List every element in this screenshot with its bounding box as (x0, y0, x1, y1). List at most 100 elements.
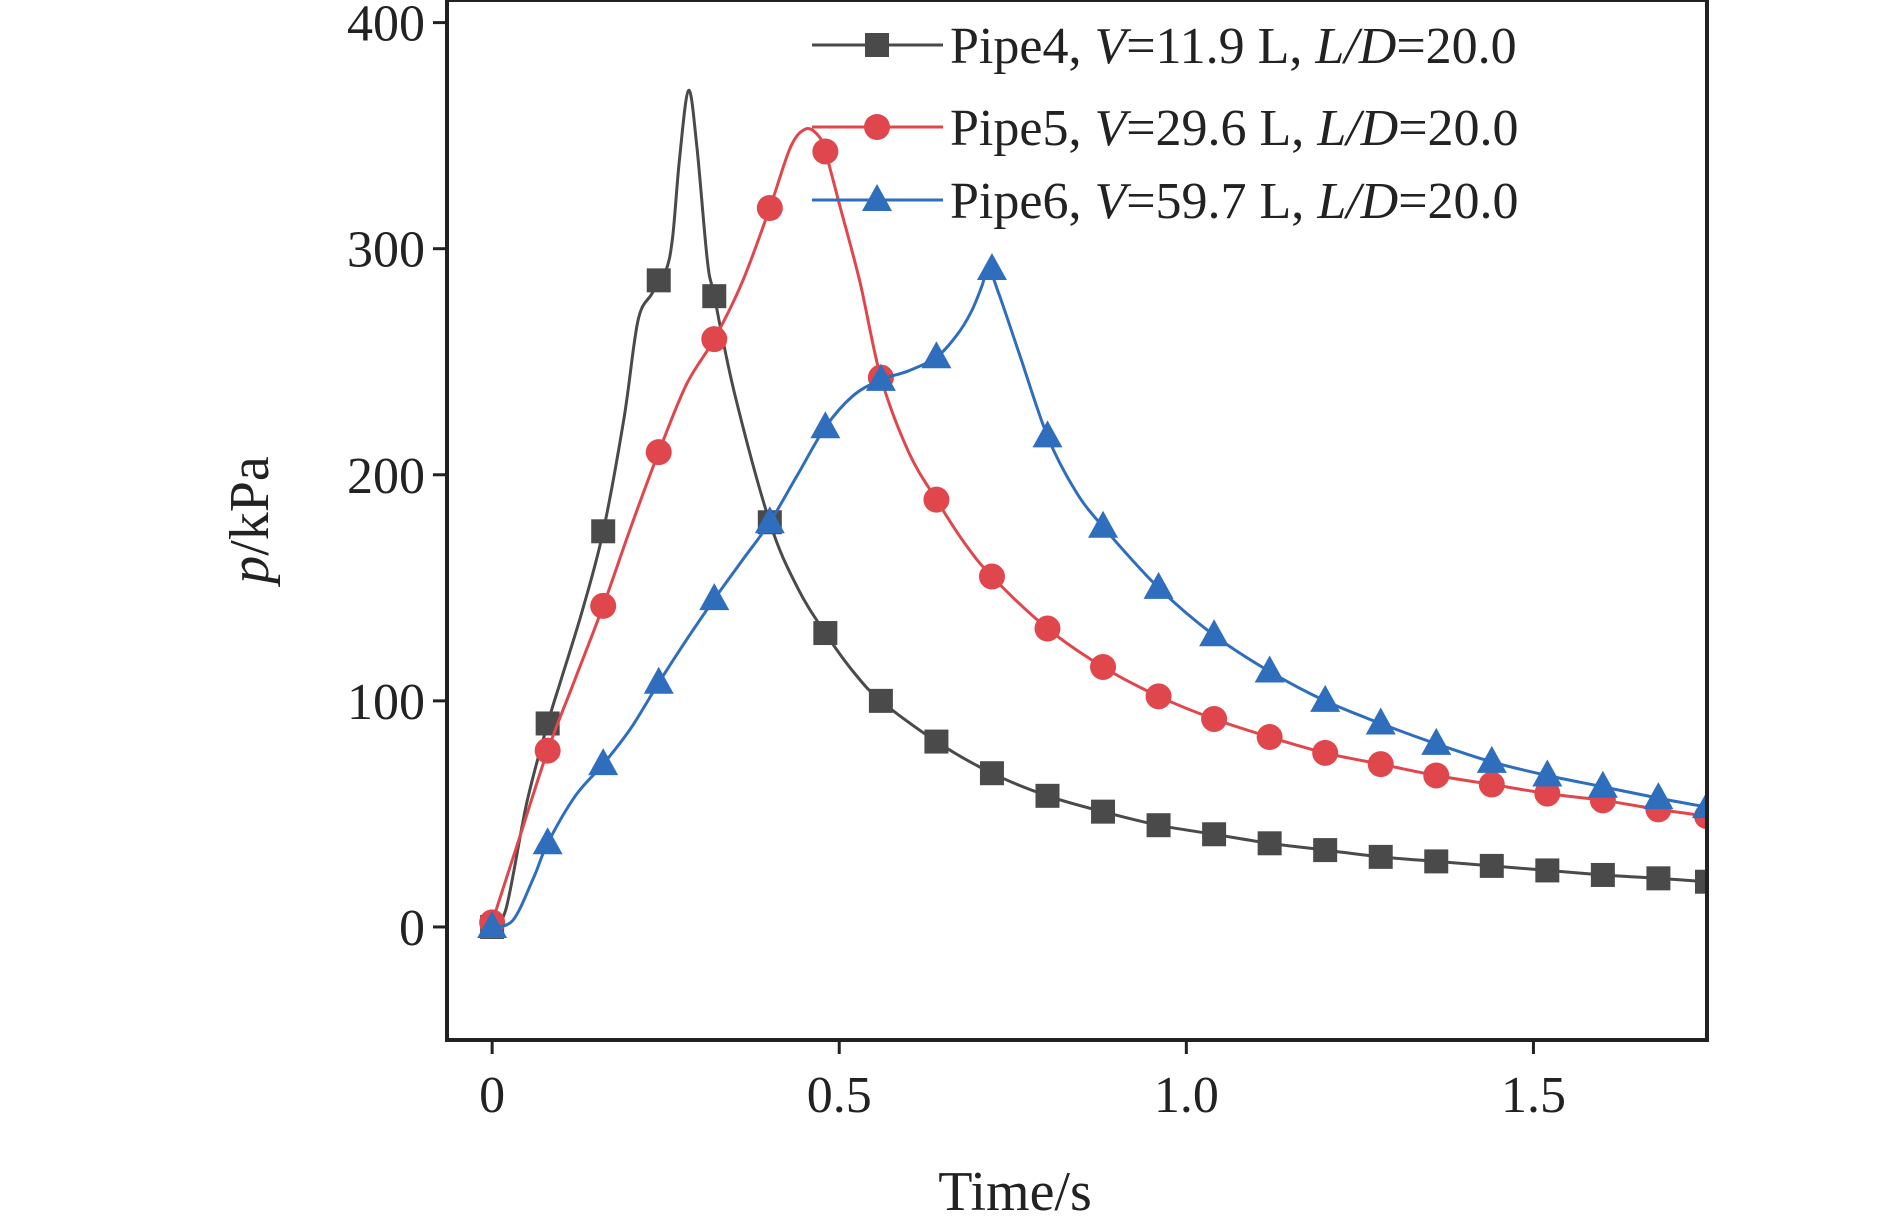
data-point (1256, 724, 1283, 751)
legend-text-part: Pipe5, (950, 100, 1094, 157)
legend-text-part: V (1094, 18, 1131, 75)
data-point (923, 486, 950, 513)
data-point (1032, 420, 1063, 448)
data-point (1034, 615, 1061, 642)
data-point (921, 341, 952, 369)
data-point (643, 666, 674, 694)
x-tick-label: 1.5 (1501, 1067, 1566, 1124)
legend-text-part: Pipe4, (950, 18, 1094, 75)
y-tick-label: 100 (347, 674, 425, 731)
data-point (1143, 571, 1174, 599)
data-point (646, 268, 671, 293)
data-point (1254, 655, 1285, 683)
legend-text-part: =59.7 L, (1126, 173, 1317, 230)
data-point (1091, 799, 1116, 824)
y-tick-label: 200 (347, 448, 425, 505)
legend-entry: Pipe4, V=11.9 L, L/D=20.0 (950, 18, 1517, 75)
data-point (1368, 844, 1393, 869)
data-point (534, 737, 561, 764)
data-point (1476, 745, 1507, 773)
data-point (756, 195, 783, 221)
data-point (1310, 684, 1341, 712)
legend-marker (865, 33, 889, 57)
data-point (1646, 866, 1671, 891)
data-point (1479, 853, 1504, 878)
data-point (1145, 683, 1172, 710)
data-point (979, 761, 1004, 786)
y-tick-label: 400 (347, 0, 425, 53)
data-point (590, 592, 617, 619)
x-axis-title: Time/s (938, 1161, 1092, 1221)
series-layer (477, 88, 1707, 939)
data-point (1535, 858, 1560, 883)
data-point (1088, 510, 1119, 538)
data-point (588, 748, 619, 776)
data-point (924, 729, 949, 754)
data-point (1421, 727, 1452, 755)
legend-text-part: =20.0 (1398, 100, 1518, 157)
data-point (699, 583, 730, 611)
data-point (812, 138, 839, 165)
data-point (1199, 619, 1230, 647)
data-point (645, 439, 672, 466)
legend-text-part: =11.9 L, (1126, 18, 1315, 75)
legend-text-part: L/D (1316, 173, 1398, 230)
data-point (1257, 831, 1282, 856)
data-point (813, 621, 838, 646)
data-point (1532, 759, 1563, 787)
data-point (1695, 869, 1707, 894)
data-point (1313, 838, 1338, 863)
y-axis-title-unit: /kPa (219, 456, 281, 556)
y-axis-title: p/kPa (219, 456, 281, 588)
data-point (702, 284, 727, 309)
data-point (1035, 783, 1060, 808)
legend-text-part: =20.0 (1396, 18, 1516, 75)
legend-marker (862, 184, 892, 211)
data-point (1424, 849, 1449, 874)
data-point (701, 326, 728, 353)
data-point (1201, 705, 1228, 732)
data-point (1365, 707, 1396, 735)
legend-text-part: V (1094, 100, 1131, 157)
series-line (491, 267, 1707, 929)
series-6 (477, 253, 1707, 938)
legend-text-part: =29.6 L, (1126, 100, 1317, 157)
x-tick-label: 0 (479, 1067, 505, 1124)
legend-text-part: L/D (1316, 100, 1398, 157)
data-point (976, 253, 1007, 281)
x-tick-label: 1.0 (1154, 1067, 1219, 1124)
data-point (1146, 813, 1171, 838)
y-tick-label: 300 (347, 222, 425, 279)
data-point (477, 910, 508, 938)
data-point (1367, 751, 1394, 778)
legend-entry: Pipe5, V=29.6 L, L/D=20.0 (950, 100, 1519, 157)
data-point (1312, 739, 1339, 766)
data-point (1692, 791, 1707, 819)
axis-ticks: 0 0.5 1.0 1.5 0 100 200 300 400 (347, 0, 1566, 1124)
data-point (1643, 782, 1674, 810)
legend-text-part: =20.0 (1398, 173, 1518, 230)
legend-entry: Pipe6, V=59.7 L, L/D=20.0 (950, 173, 1519, 230)
x-tick-label: 0.5 (807, 1067, 872, 1124)
data-point (810, 411, 841, 439)
data-point (1534, 780, 1561, 807)
legend-text-part: V (1094, 173, 1131, 230)
data-point (868, 688, 893, 713)
data-point (978, 563, 1005, 590)
data-point (865, 363, 896, 391)
data-point (754, 506, 785, 534)
series-5 (479, 126, 1707, 936)
data-point (532, 827, 563, 855)
legend-marker (864, 114, 890, 140)
data-point (1587, 770, 1618, 798)
legend-text-part: Pipe6, (950, 173, 1094, 230)
data-point (1423, 762, 1450, 789)
data-point (1590, 862, 1615, 887)
plot-frame (445, 0, 1709, 1042)
y-axis-title-symbol: p (219, 556, 281, 588)
data-point (591, 519, 616, 544)
data-point (1090, 653, 1117, 680)
y-tick-label: 0 (399, 900, 425, 957)
